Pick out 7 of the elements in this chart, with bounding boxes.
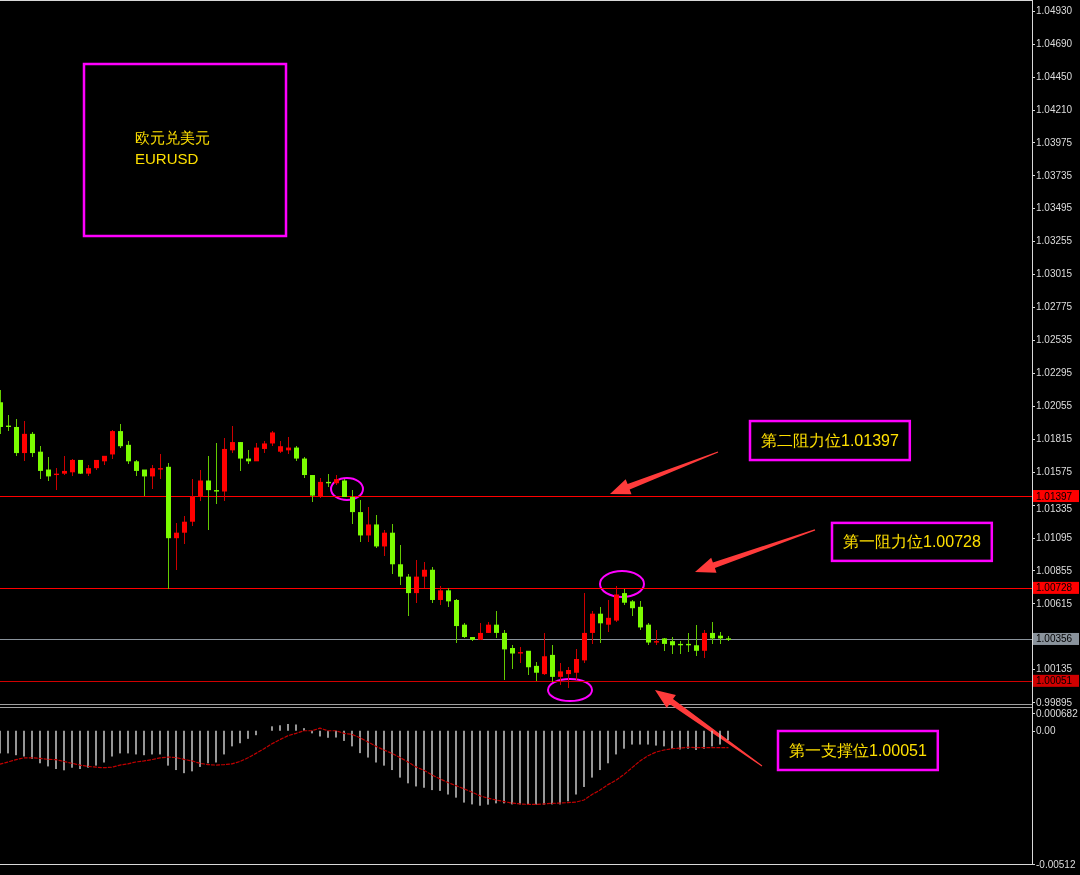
ref-line-label: 1.00728 [1036,582,1073,594]
ref-line-label: 1.00356 [1036,633,1073,645]
ref-line-label: 1.00051 [1036,675,1073,687]
annotation: 第二阻力位1.01397 [761,432,899,450]
ref-line-label: 1.01397 [1036,490,1073,502]
annotation: 第一支撑位1.00051 [789,742,927,759]
annotation: 第一阻力位1.00728 [843,533,981,551]
